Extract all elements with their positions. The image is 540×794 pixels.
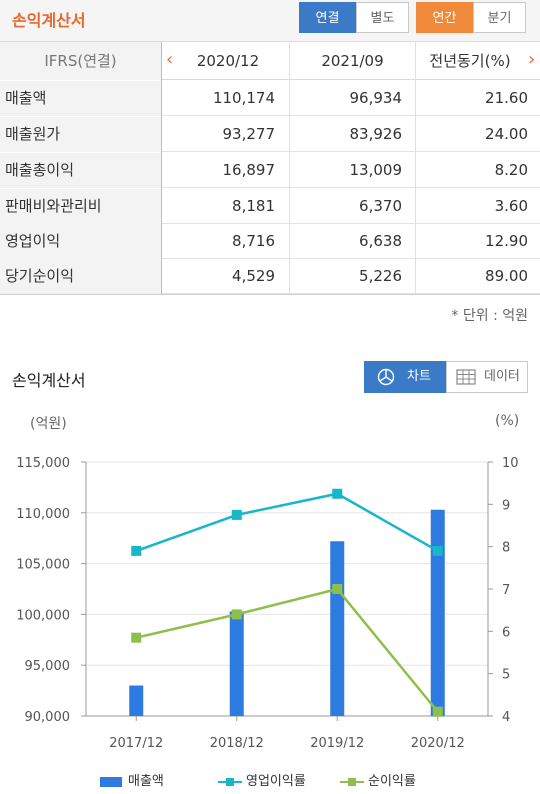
y-right-tick-label: 9 [502,498,510,513]
y-left-tick-label: 90,000 [25,710,71,725]
y-left-tick-label: 110,000 [16,507,70,522]
legend-item-revenue: 매출액 [100,770,164,789]
y-right-tick-label: 10 [502,456,519,471]
cell-value: 93,277 [222,125,276,143]
tab-annual[interactable]: 연간 [416,2,473,33]
chart-section-title: 손익계산서 [12,371,86,390]
y-right-tick-label: 4 [502,710,510,725]
row-label: 영업이익 [0,224,161,259]
y-left-unit-label: (억원) [30,416,67,432]
y-right-unit-label: (%) [495,413,520,429]
y-left-tick-label: 95,000 [25,659,71,674]
point-net-margin [131,632,142,643]
cell-value: 110,174 [212,89,275,107]
cell-value: 6,638 [359,232,402,250]
tab-chart[interactable]: 차트 [364,361,447,393]
table-row: 매출원가 93,277 83,926 24.00 [0,117,540,152]
cell-value: 6,370 [359,197,402,215]
point-op-margin [231,509,242,520]
cell-value: 5,226 [359,267,402,285]
legend-swatch-line [340,777,364,786]
point-net-margin [332,584,343,594]
page-title: 손익계산서 [12,11,86,30]
table-row: 영업이익 8,716 6,638 12.90 [0,224,540,259]
y-right-tick-label: 6 [502,625,510,640]
table-row: 당기순이익 4,529 5,226 89.00 [0,259,540,294]
cell-value: 8,181 [232,197,275,215]
tab-data[interactable]: 데이터 [446,361,528,393]
y-right-tick-label: 7 [502,583,510,598]
column-header-ifrs: IFRS(연결) [0,42,161,80]
cell-value: 8.20 [494,161,528,179]
column-divider [289,42,290,295]
line-series-op-margin [135,492,439,553]
y-left-tick-label: 105,000 [16,558,70,573]
cell-value: 96,934 [349,89,403,107]
cell-value: 3.60 [494,197,528,215]
tab-chart-label: 차트 [407,369,431,384]
cell-value: 89.00 [485,267,528,285]
top-bar: 손익계산서 연결 별도 연간 분기 [0,0,540,42]
bar-revenue [330,541,345,716]
cell-value: 83,926 [349,125,403,143]
row-label: 매출총이익 [0,153,161,188]
legend-label: 매출액 [128,774,164,789]
y-right-tick-label: 8 [502,541,510,556]
cell-value: 24.00 [485,125,528,143]
point-op-margin [432,545,443,556]
next-period-arrow-icon[interactable]: › [528,49,536,70]
legend-item-op-margin: 영업이익률 [218,770,306,789]
legend-swatch-line [218,777,242,786]
cell-value: 13,009 [349,161,403,179]
row-label: 매출원가 [0,117,161,152]
tab-consolidated[interactable]: 연결 [299,2,356,33]
table-grid-icon [456,368,476,398]
x-tick-label: 2018/12 [210,736,264,751]
legend-label: 순이익률 [368,774,416,789]
table-header: IFRS(연결) ‹ 2020/12 2021/09 전년동기(%) › [0,42,540,80]
cell-value: 16,897 [222,161,276,179]
line-series-net-margin [135,587,439,713]
table-row: 매출액 110,174 96,934 21.60 [0,81,540,116]
tab-separate[interactable]: 별도 [356,2,409,33]
bar-revenue [129,685,144,716]
x-tick-label: 2019/12 [310,736,364,751]
column-header-2020-12: 2020/12 [196,52,260,70]
table-bottom-border [0,294,540,295]
prev-period-arrow-icon[interactable]: ‹ [166,49,174,70]
bar-revenue [229,611,244,716]
row-label: 매출액 [0,81,161,116]
tab-quarterly[interactable]: 분기 [473,2,526,33]
cell-value: 12.90 [485,232,528,250]
column-header-2021-09: 2021/09 [321,52,384,70]
pie-chart-icon [377,368,395,398]
row-label: 당기순이익 [0,259,161,294]
bar-revenue [430,509,445,716]
x-tick-label: 2020/12 [411,736,465,751]
point-op-margin [131,545,142,556]
y-right-tick-label: 5 [502,668,510,683]
cell-value: 21.60 [485,89,528,107]
cell-value: 8,716 [232,232,275,250]
column-divider [415,42,416,295]
legend-label: 영업이익률 [246,774,306,789]
point-op-margin [332,488,343,499]
income-statement-chart: 90,000 95,000 100,000 105,000 110,000 115,000… [16,456,519,751]
legend-swatch-bar [100,776,122,787]
unit-note: * 단위 : 억원 [451,308,528,324]
x-tick-label: 2017/12 [109,736,163,751]
point-net-margin [231,609,242,620]
table-row: 판매비와관리비 8,181 6,370 3.60 [0,189,540,224]
y-left-tick-label: 100,000 [16,608,70,623]
tab-data-label: 데이터 [484,369,520,384]
table-row: 매출총이익 16,897 13,009 8.20 [0,153,540,188]
y-left-tick-label: 115,000 [16,456,70,471]
row-label: 판매비와관리비 [0,189,161,224]
column-divider [161,42,162,295]
cell-value: 4,529 [232,267,275,285]
legend-item-net-margin: 순이익률 [340,770,416,789]
point-net-margin [432,706,443,717]
column-header-yoy: 전년동기(%) [429,52,511,70]
